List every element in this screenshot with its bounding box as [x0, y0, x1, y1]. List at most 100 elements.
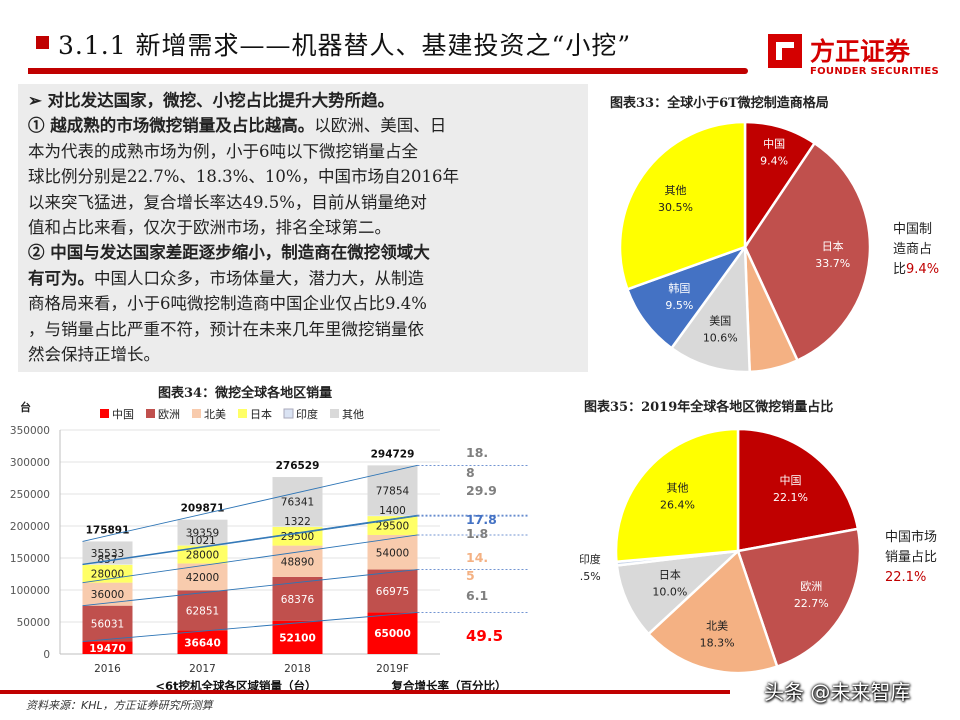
bar-segment	[367, 569, 418, 613]
bar-segment	[177, 630, 228, 654]
slice-value-label: 33.7%	[815, 257, 850, 270]
summary-bold-text: 对比发达国家，微挖、小挖占比提升大势所趋。	[47, 91, 395, 110]
bar-segment	[82, 582, 133, 606]
pie-slice-6	[614, 427, 740, 564]
bar-segment	[82, 605, 133, 642]
annotation-text: 比9.4%	[893, 262, 939, 277]
footer-divider	[0, 690, 730, 694]
annotation-text: 中国制	[893, 222, 932, 237]
slice-value-label: 9.4%	[760, 154, 788, 167]
bar-segment	[272, 620, 323, 654]
bar-segment	[177, 544, 228, 546]
y-tick-label: 200000	[10, 521, 50, 533]
legend-swatch	[283, 408, 294, 419]
summary-bold-text: ②	[28, 243, 51, 263]
slice-label: 欧洲	[800, 580, 822, 593]
bar-data-label: 77854	[376, 485, 410, 497]
slice-label: 日本	[822, 239, 844, 253]
slice-value-label: 30.5%	[658, 201, 693, 214]
bar-data-label: 42000	[186, 572, 219, 584]
bar-data-label: 52100	[279, 632, 316, 644]
pie-slice-2	[743, 141, 872, 363]
annotation-value: 9.4%	[906, 262, 939, 277]
bar-data-label: 56031	[91, 619, 124, 631]
legend-swatch	[238, 409, 247, 418]
pie-slice-5	[625, 244, 749, 350]
slice-label: 日本	[659, 568, 681, 582]
bar-total-label: 175891	[86, 524, 130, 536]
bar-data-label: 76341	[281, 496, 314, 508]
bar-segment	[367, 612, 418, 654]
summary-line: 球比例分别是22.7%、18.3%、10%，中国市场自2016年	[28, 166, 459, 188]
slice-label: 北美	[706, 619, 728, 632]
summary-line: 以来突飞猛进，复合增长率达49.5%，目前从销量绝对	[28, 192, 427, 214]
slice-label: 韩国	[668, 281, 690, 295]
pie-slice-1	[736, 427, 860, 553]
slice-value-label: 10.0%	[652, 586, 687, 599]
legend-swatch	[330, 409, 339, 418]
annotation-label: 比	[893, 262, 906, 277]
growth-rate-label: 49.5	[466, 627, 503, 645]
bar-total-label: 276529	[276, 460, 320, 472]
y-tick-label: 0	[43, 649, 50, 661]
summary-line: 有可为。中国人口众多，市场体量大，潜力大，从制造	[28, 268, 424, 290]
slice-value-label: 9.5%	[665, 299, 693, 312]
slice-label: 其他	[665, 184, 687, 197]
slice-label: 中国	[763, 137, 785, 150]
legend-label: 北美	[204, 408, 226, 421]
growth-rate-title: 复合增长率（百分比）	[391, 679, 507, 693]
bar-segment	[272, 545, 323, 577]
chart35-pie: 中国 22.1% 欧洲 22.7% 北美 18.3% 日本 10.0% 印度 0.5% 其他 26.4…	[580, 427, 937, 675]
growth-rate-label: 14.	[466, 550, 488, 565]
slice-value-label: 10.6%	[703, 331, 738, 344]
bar-segment	[272, 477, 323, 526]
bar-total-label: 294729	[371, 448, 415, 460]
bar-data-label: 65000	[374, 628, 411, 640]
bar-segment	[82, 641, 133, 654]
annotation-value: 22.1%	[885, 570, 926, 585]
y-tick-label: 350000	[10, 425, 50, 437]
slice-label: 其他	[667, 482, 689, 495]
bar-data-label: 1021	[189, 535, 216, 547]
growth-rate-label: 18.	[466, 445, 488, 460]
legend-label: 欧洲	[158, 408, 180, 421]
summary-line: 然会保持正增长。	[28, 344, 160, 366]
summary-line: ② 中国与发达国家差距逐步缩小，制造商在微挖领域大	[28, 242, 430, 264]
bar-data-label: 66975	[376, 586, 409, 598]
bar-data-label: 36640	[184, 637, 221, 649]
slice-value-label: 18.3%	[700, 636, 735, 649]
summary-line: ➢ 对比发达国家，微挖、小挖占比提升大势所趋。	[28, 90, 394, 112]
growth-rate-label: 6.1	[466, 588, 488, 603]
summary-line: ，与销量占比严重不符，预计在未来几年里微挖销量依	[28, 319, 424, 341]
bar-total-label: 209871	[181, 503, 225, 515]
pie-slice-4	[615, 549, 742, 636]
y-tick-label: 300000	[10, 457, 50, 469]
bar-data-label: 54000	[376, 547, 409, 559]
title-marker	[36, 36, 49, 49]
y-tick-label: 100000	[10, 585, 50, 597]
bar-segment	[82, 564, 133, 583]
x-tick-label: 2017	[189, 663, 216, 675]
bar-data-label: 19470	[89, 643, 126, 655]
summary-text: 以欧洲、美国、日	[314, 116, 447, 136]
slice-label: 中国	[780, 474, 802, 487]
source-note: 资料来源：KHL，方正证券研究所测算	[26, 699, 213, 712]
header-divider	[28, 68, 748, 74]
logo-mark-icon	[768, 34, 802, 68]
summary-text: 球比例分别是22.7%、18.3%、10%，中国市场自2016年	[28, 167, 459, 187]
summary-text: ，与销量占比严重不符，预计在未来几年里微挖销量依	[28, 319, 424, 339]
legend-swatch	[146, 409, 155, 418]
summary-text: 值和占比来看，仅次于欧洲市场，排名全球第二。	[28, 218, 391, 237]
growth-trend-line	[82, 514, 418, 565]
bar-data-label: 36000	[91, 589, 124, 601]
bar-data-label: 62851	[186, 605, 219, 617]
summary-line: 商格局来看，小于6吨微挖制造商中国企业仅占比9.4%	[28, 293, 427, 315]
chart33-pie: 中国9.4%日本33.7%欧洲6.3%美国10.6%韩国9.5%其他30.5%中…	[618, 120, 939, 374]
bar-segment	[272, 525, 323, 527]
chart33-title: 图表33：全球小于6T微挖制造商格局	[610, 96, 829, 111]
summary-text: 然会保持正增长。	[28, 345, 160, 364]
annotation-text: 造商占	[893, 242, 932, 257]
bar-segment	[177, 590, 228, 631]
growth-trend-line	[82, 515, 418, 566]
y-tick-label: 250000	[10, 489, 50, 501]
